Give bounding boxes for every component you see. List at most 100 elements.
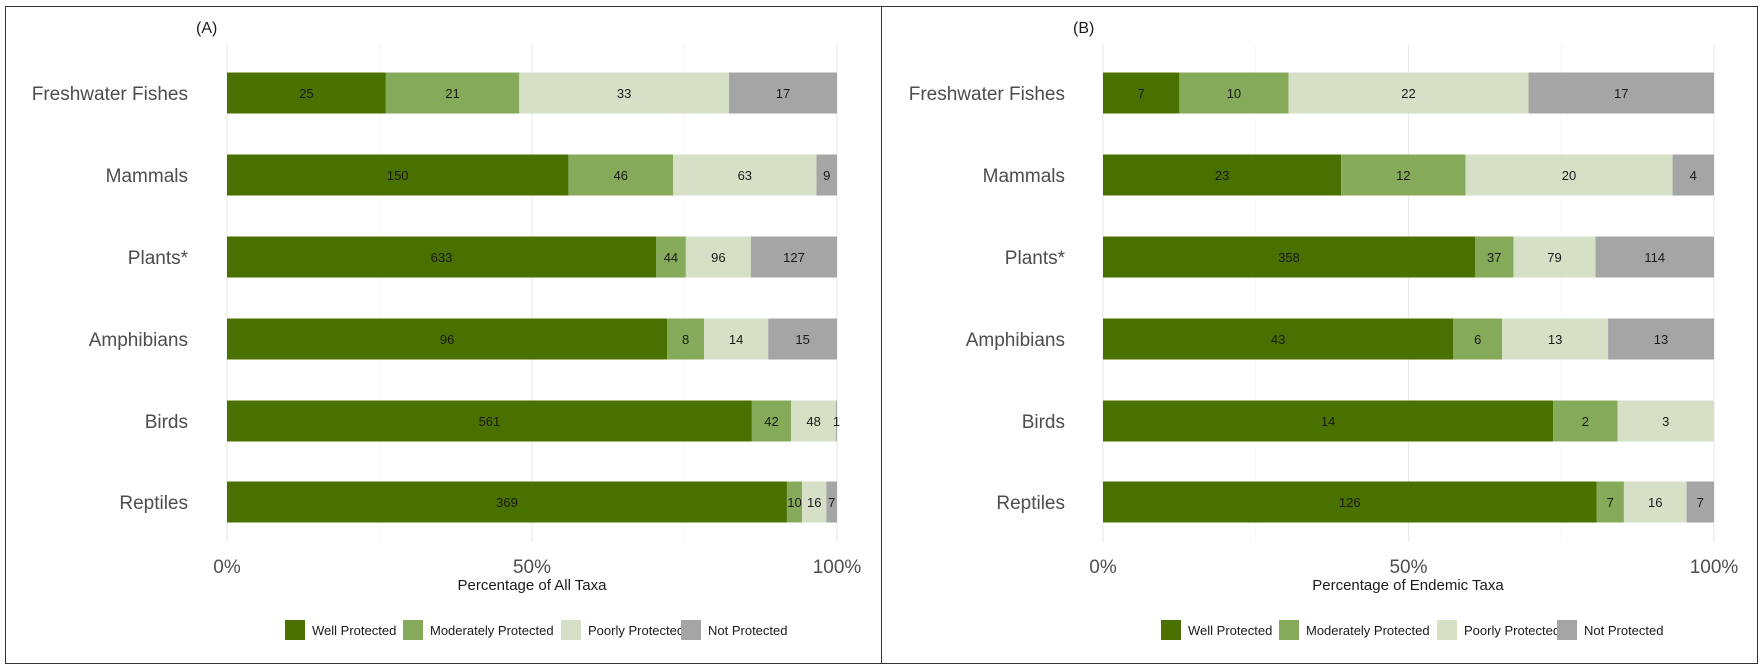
panel-a-legend-label-poorly-protected: Poorly Protected [588,623,684,638]
panel-a-bar-mammals-moderately-protected [568,154,674,196]
panel-b-bar-reptiles-well-protected [1103,481,1597,523]
panel-a-bar-amphibians-poorly-protected [703,318,769,360]
panel-b-category-freshwater-fishes: Freshwater Fishes [909,84,1065,105]
panel-b-legend-swatch-well-protected [1161,620,1181,640]
panel-b-bar-mammals-poorly-protected [1465,154,1673,196]
panel-a-category-amphibians: Amphibians [89,330,188,351]
panel-b-bar-reptiles-poorly-protected [1623,481,1687,523]
panel-a-bar-label-plants-moderately-protected: 44 [664,250,678,265]
panel-a-bar-label-freshwater-fishes-poorly-protected: 33 [617,86,631,101]
panel-b-bar-freshwater-fishes-well-protected [1103,72,1180,114]
panel-divider [881,6,882,664]
panel-a-bar-reptiles-moderately-protected [786,481,803,523]
panel-b-bar-label-reptiles-well-protected: 126 [1339,495,1361,510]
panel-b-legend-swatch-poorly-protected [1437,620,1457,640]
panel-b-legend-swatch-not-protected [1557,620,1577,640]
panel-b-bar-plants-well-protected [1103,236,1476,278]
panel-a-bar-freshwater-fishes-poorly-protected [519,72,729,114]
panel-a-bar-label-amphibians-not-protected: 15 [795,332,809,347]
panel-b-bar-label-amphibians-moderately-protected: 6 [1474,332,1481,347]
panel-b-bar-plants-poorly-protected [1513,236,1596,278]
panel-a-bar-label-birds-poorly-protected: 48 [806,414,820,429]
panel-a-bar-label-mammals-not-protected: 9 [823,168,830,183]
panel-a-bar-amphibians-not-protected [768,318,837,360]
panel-b-bar-amphibians-well-protected [1103,318,1454,360]
panel-a-bar-label-freshwater-fishes-well-protected: 25 [299,86,313,101]
panel-a-category-freshwater-fishes: Freshwater Fishes [32,84,188,105]
panel-b-tick-label-0: 0% [1089,557,1117,578]
panel-b-bar-amphibians-not-protected [1608,318,1714,360]
panel-a-bar-label-plants-well-protected: 633 [431,250,453,265]
panel-a-bar-mammals-well-protected [227,154,569,196]
panel-a-bar-label-birds-not-protected: 1 [833,414,840,429]
panel-a-bar-label-mammals-moderately-protected: 46 [614,168,628,183]
panel-a-tick-label-1: 50% [513,557,551,578]
panel-a-bar-freshwater-fishes-well-protected [227,72,386,114]
panel-a-bar-label-freshwater-fishes-not-protected: 17 [776,86,790,101]
panel-b-bar-label-amphibians-poorly-protected: 13 [1548,332,1562,347]
panel-b-bar-birds-well-protected [1103,400,1554,442]
panel-b-bar-label-birds-poorly-protected: 3 [1662,414,1669,429]
panel-a-bar-plants-not-protected [750,236,837,278]
panel-b-bar-label-mammals-not-protected: 4 [1690,168,1697,183]
panel-a-bar-label-mammals-well-protected: 150 [387,168,409,183]
panel-b-bar-label-freshwater-fishes-moderately-protected: 10 [1227,86,1241,101]
panel-a-legend-swatch-poorly-protected [561,620,581,640]
panel-a-legend-swatch-well-protected [285,620,305,640]
panel-b-category-reptiles: Reptiles [996,493,1065,514]
panel-b-bar-label-mammals-well-protected: 23 [1215,168,1229,183]
panel-b-bar-label-amphibians-well-protected: 43 [1271,332,1285,347]
panel-a-bar-label-birds-moderately-protected: 42 [764,414,778,429]
panel-b-bar-label-plants-moderately-protected: 37 [1487,250,1501,265]
panel-b-legend-label-poorly-protected: Poorly Protected [1464,623,1560,638]
panel-b-tag: (B) [1073,20,1094,37]
panel-b-bar-freshwater-fishes-not-protected [1528,72,1714,114]
panel-a-bar-label-birds-well-protected: 561 [479,414,501,429]
panel-a-bar-freshwater-fishes-moderately-protected [385,72,520,114]
panel-a-bar-label-reptiles-not-protected: 7 [828,495,835,510]
panel-a-bar-reptiles-poorly-protected [802,481,827,523]
panel-a-bar-mammals-not-protected [816,154,837,196]
panel-a-legend-label-not-protected: Not Protected [708,623,788,638]
panel-a-tick-label-2: 100% [813,557,862,578]
panel-a-bar-reptiles-well-protected [227,481,787,523]
panel-b-bar-mammals-not-protected [1672,154,1714,196]
panel-b-bar-label-freshwater-fishes-not-protected: 17 [1614,86,1628,101]
panel-b-bar-plants-moderately-protected [1475,236,1514,278]
panel-b-bar-reptiles-not-protected [1686,481,1714,523]
panel-a-bar-label-plants-not-protected: 127 [783,250,805,265]
panel-a-bar-birds-poorly-protected [791,400,837,442]
panel-b-category-birds: Birds [1022,412,1065,433]
panel-b-bar-freshwater-fishes-moderately-protected [1179,72,1289,114]
panel-a-bar-amphibians-moderately-protected [667,318,704,360]
panel-b-tick-label-1: 50% [1389,557,1427,578]
panel-a-category-birds: Birds [145,412,188,433]
panel-b-legend-label-well-protected: Well Protected [1188,623,1272,638]
panel-a-legend-label-moderately-protected: Moderately Protected [430,623,554,638]
panel-b-bar-label-birds-moderately-protected: 2 [1582,414,1589,429]
panel-b-bar-label-birds-well-protected: 14 [1321,414,1335,429]
panel-a-tag: (A) [196,20,217,37]
panel-a-bar-birds-moderately-protected [751,400,792,442]
panel-a-x-axis-title: Percentage of All Taxa [458,577,608,594]
panel-b-category-mammals: Mammals [983,166,1065,187]
panel-b-bar-label-reptiles-poorly-protected: 16 [1648,495,1662,510]
panel-b-bar-mammals-moderately-protected [1341,154,1466,196]
panel-a-bar-label-reptiles-moderately-protected: 10 [787,495,801,510]
panel-b-bar-amphibians-poorly-protected [1502,318,1609,360]
panel-b-bar-label-mammals-moderately-protected: 12 [1396,168,1410,183]
panel-b-tick-label-2: 100% [1690,557,1739,578]
panel-b-legend-swatch-moderately-protected [1279,620,1299,640]
panel-b-bar-freshwater-fishes-poorly-protected [1288,72,1529,114]
panel-b-bar-birds-poorly-protected [1617,400,1714,442]
panel-b-bar-label-freshwater-fishes-poorly-protected: 22 [1401,86,1415,101]
panel-a-bar-birds-well-protected [227,400,752,442]
panel-a-bar-plants-moderately-protected [656,236,686,278]
panel-b-bar-plants-not-protected [1595,236,1714,278]
panel-b-bar-label-plants-well-protected: 358 [1278,250,1300,265]
panel-a-bar-label-plants-poorly-protected: 96 [711,250,725,265]
panel-b-bar-label-freshwater-fishes-well-protected: 7 [1138,86,1145,101]
panel-b-bar-label-plants-poorly-protected: 79 [1547,250,1561,265]
panel-a-bar-mammals-poorly-protected [673,154,817,196]
